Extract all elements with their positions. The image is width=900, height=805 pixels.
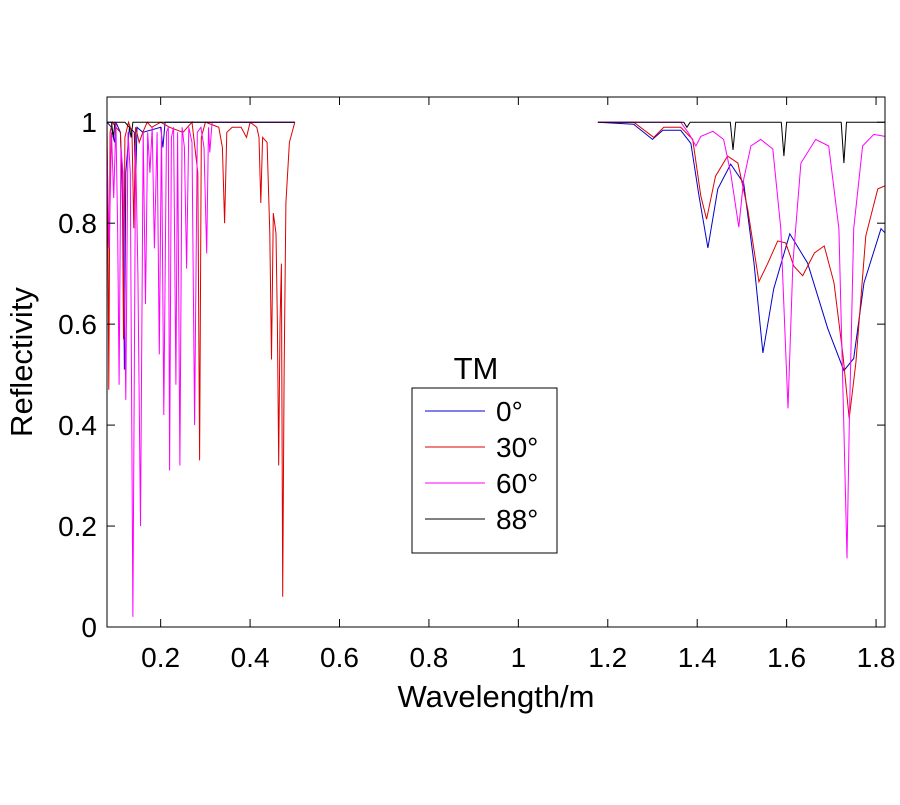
legend-entries: 0° 30° 60° 88° [425,396,538,535]
series-line-2 [106,121,886,617]
legend-label-2: 60° [496,468,538,499]
legend-label-0: 0° [496,396,523,427]
x-tick-label: 1.6 [767,642,806,673]
x-axis-label: Wavelength/m [398,679,595,714]
legend: TM 0° 30° 60° 88° [411,351,558,554]
x-tick-label: 0.4 [231,642,270,673]
x-tick-label: 1 [511,642,527,673]
x-tick-label: 1.8 [857,642,896,673]
y-tick-label: 0.2 [58,511,97,542]
plot-frame [106,96,886,628]
tick-layer: 0.2 0.4 0.6 0.8 1 1.2 1.4 1.6 1.8 0 0.2 0.4 0.6 0.8 1 [58,97,896,673]
series-line-3 [107,121,885,164]
y-tick-label: 1 [81,107,97,138]
y-axis-label: Reflectivity [4,287,39,437]
legend-box [411,387,558,554]
legend-label-3: 88° [496,504,538,535]
y-tick-label: 0.8 [58,208,97,239]
y-tick-label: 0.4 [58,410,97,441]
x-tick-label: 1.4 [678,642,717,673]
series-layer [106,120,886,617]
y-tick-label: 0 [81,612,97,643]
x-tick-label: 0.2 [141,642,180,673]
x-tick-label: 0.8 [409,642,448,673]
x-tick-label: 1.2 [588,642,627,673]
x-tick-label: 0.6 [320,642,359,673]
legend-label-1: 30° [496,432,538,463]
legend-title: TM [454,351,499,386]
y-tick-label: 0.6 [58,309,97,340]
